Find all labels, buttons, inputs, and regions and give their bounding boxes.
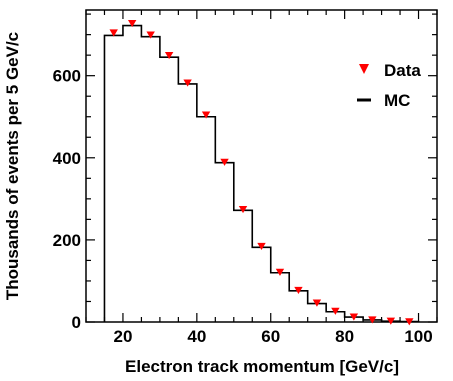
data-point [312, 299, 322, 307]
data-point [257, 242, 266, 251]
data-markers [109, 19, 414, 326]
data-point [201, 111, 211, 119]
x-tick-label: 80 [335, 327, 354, 346]
y-axis-label: Thousands of events per 5 GeV/c [3, 32, 22, 300]
data-point [238, 205, 248, 214]
x-tick-label: 100 [404, 327, 432, 346]
mc-histogram [103, 24, 420, 323]
x-tick-label: 60 [261, 327, 280, 346]
data-point [294, 286, 303, 294]
legend-mc-label: MC [384, 91, 410, 110]
mc-step-line [103, 24, 420, 323]
data-point [220, 158, 229, 166]
data-point [183, 79, 192, 87]
data-point [368, 316, 377, 324]
data-point [349, 313, 359, 321]
y-tick-label: 0 [72, 313, 81, 332]
x-tick-label: 40 [187, 327, 206, 346]
data-point [405, 318, 414, 326]
axis-ticks: 20 40 60 80 100 0 200 400 600 [53, 10, 438, 346]
y-tick-label: 400 [53, 149, 81, 168]
data-point [109, 29, 118, 37]
data-point [164, 52, 174, 60]
data-point [331, 307, 340, 315]
x-tick-label: 20 [113, 327, 132, 346]
y-tick-label: 600 [53, 67, 81, 86]
legend: Data MC [357, 61, 421, 110]
y-tick-label: 200 [53, 231, 81, 250]
data-point [386, 317, 396, 325]
plot-frame [85, 9, 438, 323]
data-point [146, 31, 155, 39]
legend-data-label: Data [384, 61, 421, 80]
data-point [127, 19, 137, 28]
data-point [275, 268, 285, 276]
x-axis-label: Electron track momentum [GeV/c] [125, 357, 399, 376]
legend-data-marker [359, 64, 369, 74]
